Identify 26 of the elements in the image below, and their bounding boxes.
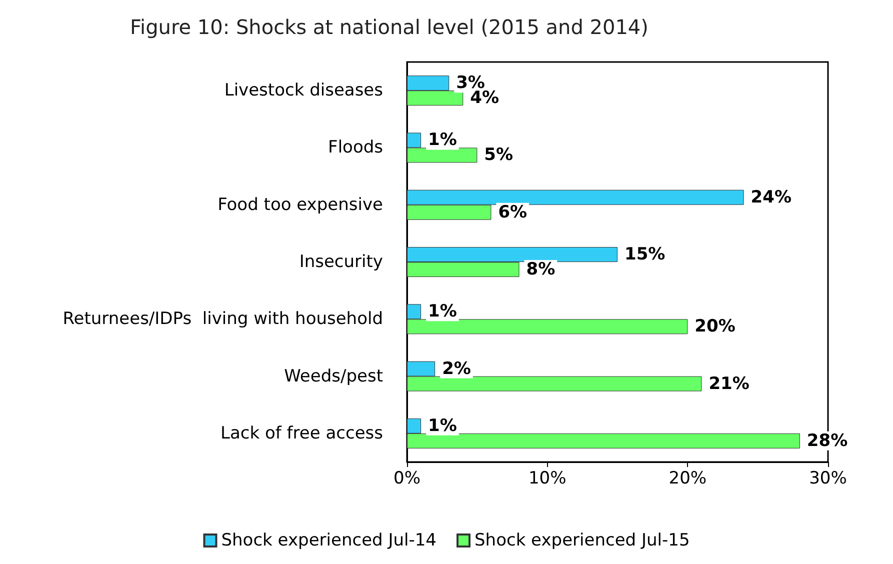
data-label: 1%	[428, 302, 457, 322]
x-tick-label: 0%	[394, 468, 420, 488]
data-label: 15%	[624, 244, 666, 264]
data-label: 6%	[498, 202, 528, 222]
data-label: 20%	[694, 316, 736, 337]
y-tick-label: Returnees/IDPs living with household	[62, 309, 383, 330]
y-tick-label: Weeds/pest	[284, 366, 384, 386]
legend-label: Shock experienced Jul-14	[221, 530, 437, 550]
y-tick-label: Insecurity	[299, 252, 383, 272]
chart-title: Figure 10: Shocks at national level (2015 and 2014)	[130, 15, 648, 39]
data-label: 5%	[484, 145, 514, 166]
x-tick-label: 10%	[528, 468, 566, 488]
y-tick-label: Food too expensive	[218, 194, 383, 215]
data-label: 1%	[428, 416, 457, 436]
data-label: 2%	[442, 358, 471, 379]
data-label: 1%	[428, 130, 457, 150]
x-tick-label: 20%	[668, 468, 707, 488]
data-label: 28%	[806, 430, 848, 451]
y-tick-label: Lack of free access	[220, 423, 384, 444]
data-label: 21%	[708, 374, 750, 394]
data-label: 24%	[750, 187, 792, 208]
y-tick-label: Livestock diseases	[224, 80, 384, 101]
y-tick-label: Floods	[328, 138, 384, 158]
x-tick-label: 30%	[809, 468, 847, 488]
legend-label: Shock experienced Jul-15	[474, 530, 690, 550]
data-label: 8%	[526, 260, 556, 280]
